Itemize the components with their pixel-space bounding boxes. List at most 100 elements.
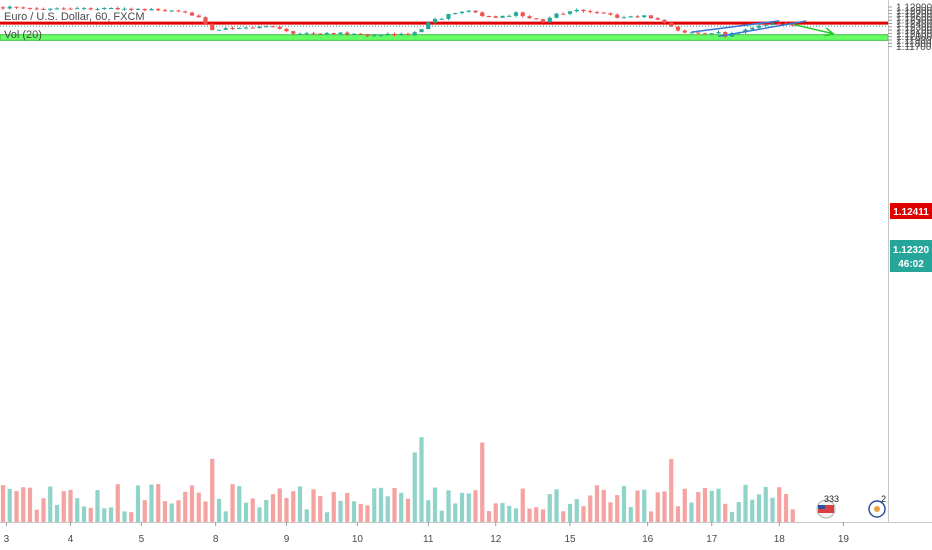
candle-body <box>399 33 404 36</box>
volume-bar <box>513 508 519 522</box>
candle-body <box>257 26 262 29</box>
candle-body <box>108 8 114 10</box>
volume-bar <box>655 492 660 522</box>
event-flag-us[interactable]: 333 <box>816 494 839 519</box>
candle-body <box>230 28 235 30</box>
candle-body <box>41 8 46 10</box>
candle-body <box>615 14 620 18</box>
candle-body <box>338 32 343 34</box>
volume-bar <box>439 510 444 522</box>
time-tick-label: 18 <box>774 534 786 545</box>
volume-bar <box>311 489 316 522</box>
candle-body <box>291 31 296 34</box>
volume-bar <box>7 488 12 522</box>
candle-body <box>581 9 586 12</box>
volume-bar <box>743 484 748 522</box>
volume-bar <box>108 507 114 522</box>
candle-body <box>142 8 147 11</box>
volume-bar <box>588 495 593 522</box>
candle-body <box>729 33 735 37</box>
volume-bar <box>574 499 579 522</box>
volume-bar <box>500 503 505 522</box>
candle-body <box>756 25 762 28</box>
volume-bar <box>608 502 613 522</box>
price-tick-label: 1.11700 <box>896 42 932 53</box>
time-tick-label: 8 <box>213 534 219 545</box>
candle-body <box>554 13 559 18</box>
candle-body <box>540 19 546 23</box>
price-tick-label: 1.11800 <box>896 39 932 50</box>
support-zone <box>0 34 889 41</box>
candle-body <box>453 12 458 15</box>
price-tick-label: 1.12300 <box>896 22 932 33</box>
volume-bar <box>149 484 154 522</box>
candle-body <box>203 17 208 24</box>
candle-body <box>378 35 384 37</box>
volume-bar <box>277 488 282 522</box>
time-tick-label: 4 <box>68 534 74 545</box>
volume-bar <box>723 503 728 522</box>
time-axis[interactable]: 3 4 5 8 9 10 11 12 15 16 17 18 19 <box>0 522 932 545</box>
candle-body <box>439 18 444 20</box>
candle-body <box>311 33 316 35</box>
candle-body <box>675 26 681 31</box>
volume-bar <box>756 494 762 522</box>
candle-body <box>270 26 276 28</box>
volume-bar <box>547 494 552 522</box>
volume-bar <box>216 498 222 522</box>
candle-body <box>7 6 12 9</box>
candle-body <box>628 16 633 18</box>
volume-bar <box>102 508 107 522</box>
volume-bar <box>540 509 546 522</box>
candle-body <box>88 8 93 10</box>
volume-bar <box>338 500 343 522</box>
candle-body <box>210 23 215 31</box>
volume-bar <box>95 490 100 522</box>
time-tick-label: 10 <box>352 534 364 545</box>
volume-bar <box>284 497 289 522</box>
projection-arrow-head <box>824 27 835 37</box>
volume-bar <box>21 487 26 522</box>
candle-body <box>297 33 303 35</box>
countdown-label: 46:02 <box>898 259 924 270</box>
candle-body <box>709 33 714 35</box>
volume-bar <box>210 458 215 522</box>
price-tick-label: 1.12000 <box>896 32 932 43</box>
volume-bar <box>507 505 512 522</box>
volume-bar <box>399 492 404 522</box>
volume-bar <box>615 495 620 522</box>
resistance-price-badge-bg <box>890 203 932 219</box>
volume-bar <box>432 487 438 522</box>
event-flag-dividend[interactable]: 2 <box>868 494 886 518</box>
volume-bar <box>426 500 431 522</box>
price-tick-label: 1.11900 <box>896 36 932 47</box>
current-price-badge-bg <box>890 240 932 272</box>
candle-body <box>365 34 370 37</box>
volume-bar <box>230 484 235 522</box>
candle-body <box>122 8 127 10</box>
drawing-layer <box>691 20 835 38</box>
volume-bar <box>696 492 701 522</box>
price-tick-label: 1.12900 <box>896 3 932 14</box>
candle-body <box>777 23 782 25</box>
volume-bar <box>243 502 249 522</box>
volume-bar <box>223 511 228 522</box>
candle-body <box>493 16 498 18</box>
volume-bar <box>561 511 566 522</box>
candle-body <box>486 16 492 18</box>
volume-bar <box>331 491 336 522</box>
candle-body <box>135 8 141 10</box>
volume-bar <box>567 503 573 522</box>
candle-body <box>750 27 755 30</box>
volume-bar <box>61 491 66 522</box>
volume-bar <box>358 503 363 522</box>
volume-bar <box>189 485 195 522</box>
price-axis[interactable]: 1.129001.128001.127001.126001.125001.124… <box>888 0 932 522</box>
candle-body <box>358 33 363 35</box>
price-tick-label: 1.12600 <box>896 12 932 23</box>
candle-body <box>662 19 667 23</box>
resistance-price-badge: 1.12411 <box>890 203 932 219</box>
candle-body <box>405 33 411 35</box>
volume-bar <box>736 502 741 522</box>
